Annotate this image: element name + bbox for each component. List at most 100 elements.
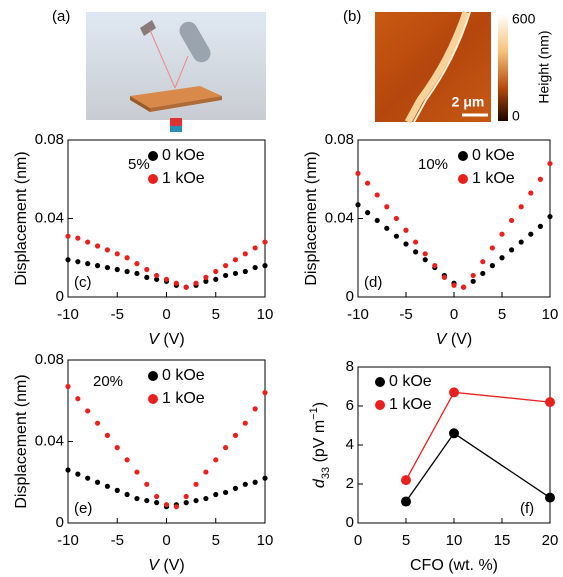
y-axis-label: d33 (pV m−1) [308,402,332,488]
annotation: 10% [418,156,448,173]
legend-marker [148,371,158,381]
data-point [223,263,228,268]
legend-marker [148,151,158,161]
x-tick-label: 5 [402,532,410,549]
data-point [154,500,159,505]
data-point [499,255,504,260]
data-point [203,496,208,501]
data-point [233,433,238,438]
x-tick-label: 5 [212,532,220,549]
data-point [125,457,130,462]
y-axis-label: Displacement (nm) [13,151,30,285]
x-tick-label: 10 [257,306,274,323]
data-point [384,204,389,209]
data-point [184,500,189,505]
data-point [384,226,389,231]
data-point [85,408,90,413]
data-point [233,257,238,262]
data-point [115,488,120,493]
data-point [547,161,552,166]
data-point [262,390,267,395]
legend-marker [458,174,468,184]
data-point [164,502,169,507]
data-point [365,210,370,215]
data-point [528,232,533,237]
x-axis-label: V (V) [148,331,184,348]
data-point [403,241,408,246]
data-point [134,469,139,474]
data-point [193,482,198,487]
x-axis-label: V (V) [148,557,184,574]
axis-label-part: (V) [159,557,185,574]
data-point [134,261,139,266]
data-point [253,406,258,411]
legend-label: 0 kOe [389,373,432,390]
data-point [174,281,179,286]
data-point [423,251,428,256]
data-point [545,397,555,407]
annotation: 20% [93,373,123,390]
data-point [538,224,543,229]
data-point [401,497,411,507]
data-point [223,445,228,450]
data-point [262,263,267,268]
legend-marker [375,400,385,410]
data-point [355,202,360,207]
data-point [233,486,238,491]
x-tick-label: 10 [446,532,463,549]
data-point [105,484,110,489]
data-point [75,259,80,264]
data-point [174,504,179,509]
data-point [480,271,485,276]
data-point [253,480,258,485]
legend-marker [458,151,468,161]
y-tick-label: 0 [346,514,354,531]
y-tick-label: 4 [346,436,354,453]
legend-label: 1 kOe [162,170,205,187]
x-axis-label: CFO (wt. %) [410,557,498,574]
colorbar-tick-label: 0 [512,108,520,124]
data-point [65,234,70,239]
data-point [243,421,248,426]
data-point [262,239,267,244]
data-point [95,243,100,248]
x-tick-label: 0 [354,532,362,549]
panel-label: (f) [520,500,534,517]
data-point [223,490,228,495]
series-line [406,433,550,501]
scale-bar-label: 2 μm [452,94,485,110]
data-point [85,476,90,481]
data-point [213,492,218,497]
data-point [213,457,218,462]
data-point [413,249,418,254]
data-point [95,263,100,268]
data-point [243,269,248,274]
y-tick-label: 0.04 [35,432,64,449]
data-point [213,277,218,282]
data-point [105,265,110,270]
data-point [144,482,149,487]
data-point [95,480,100,485]
x-tick-label: 10 [542,306,559,323]
axis-label-part: (V) [446,331,472,348]
data-point [375,218,380,223]
legend-label: 0 kOe [162,367,205,384]
data-point [233,271,238,276]
data-point [65,257,70,262]
data-point [394,234,399,239]
y-tick-label: 0.08 [325,131,354,148]
legend-label: 1 kOe [162,390,205,407]
axis-label-part: −1 [308,407,320,420]
data-point [144,267,149,272]
plot-frame [358,140,550,297]
axis-label-part: (V) [159,331,185,348]
colorbar-tick-label: 600 [512,11,536,27]
x-tick-label: 15 [494,532,511,549]
data-point [451,283,456,288]
data-point [499,232,504,237]
data-point [471,273,476,278]
data-point [125,269,130,274]
data-point [509,247,514,252]
data-point [461,285,466,290]
data-point [85,261,90,266]
